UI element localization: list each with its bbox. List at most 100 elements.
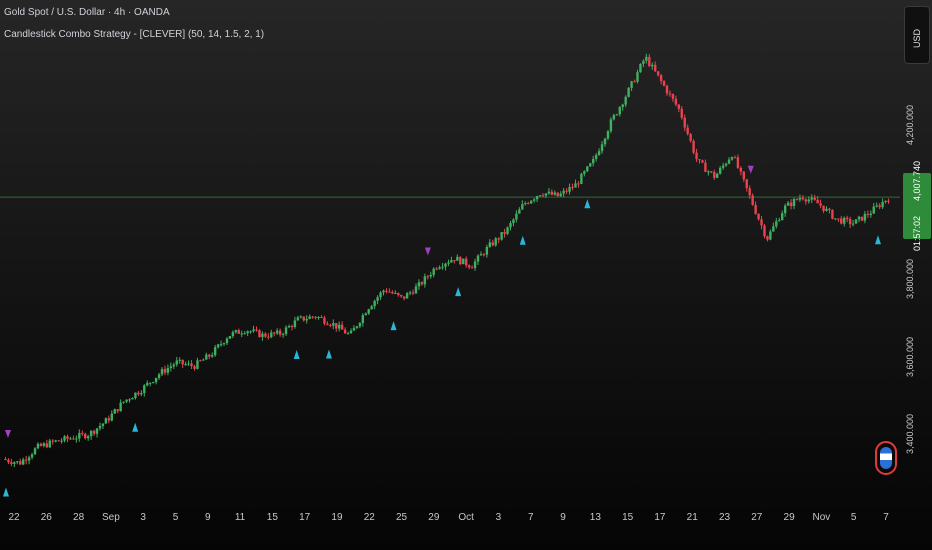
- candle-body: [4, 459, 7, 461]
- time-tick-label: 22: [363, 512, 375, 523]
- time-tick-label: 17: [654, 512, 666, 523]
- price-tick-label: 4,200.000: [905, 104, 915, 145]
- candle-body: [57, 440, 60, 442]
- candle-body: [379, 292, 382, 298]
- candle-body: [30, 454, 34, 458]
- buy-signal-marker: [3, 487, 9, 497]
- candle-body: [140, 393, 143, 395]
- candle-body: [860, 216, 864, 221]
- candle-body: [60, 440, 63, 442]
- candle-body: [429, 274, 432, 277]
- tradingview-flag-logo[interactable]: [875, 441, 897, 475]
- candle-body: [278, 330, 282, 335]
- candle-body: [488, 242, 492, 247]
- candle-body: [786, 202, 790, 206]
- candle-body: [258, 330, 261, 338]
- candle-body: [190, 363, 193, 367]
- candle-body: [417, 282, 421, 287]
- candle-body: [33, 448, 37, 455]
- candle-body: [612, 115, 616, 120]
- buy-signal-marker: [132, 422, 139, 432]
- candle-body: [792, 199, 796, 207]
- candle-body: [63, 436, 66, 441]
- time-tick-label: 7: [527, 512, 534, 523]
- candle-body: [686, 127, 689, 134]
- time-tick-label: 11: [234, 512, 246, 523]
- candle-body: [845, 217, 849, 219]
- candle-body: [707, 171, 710, 173]
- candle-body: [624, 96, 627, 105]
- candle-body: [293, 320, 297, 328]
- candle-body: [340, 324, 344, 330]
- buy-signal-marker: [390, 321, 397, 331]
- price-chart[interactable]: [0, 0, 900, 510]
- candle-body: [290, 326, 294, 328]
- time-tick-label: 5: [850, 512, 857, 523]
- candle-body: [205, 354, 208, 360]
- candle-body: [482, 254, 486, 256]
- candle-body: [391, 291, 394, 294]
- currency-selector[interactable]: USD: [904, 6, 930, 64]
- candle-body: [506, 227, 509, 234]
- time-tick-label: Sep: [101, 512, 120, 523]
- candle-body: [645, 56, 648, 61]
- candle-body: [577, 183, 580, 185]
- candle-body: [81, 432, 84, 434]
- candle-body: [872, 206, 875, 214]
- candle-body: [382, 290, 385, 293]
- candle-body: [84, 433, 87, 439]
- candle-body: [512, 219, 515, 224]
- candle-body: [122, 401, 125, 403]
- candle-body: [222, 343, 226, 345]
- symbol-title[interactable]: Gold Spot / U.S. Dollar · 4h · OANDA: [4, 7, 170, 18]
- chart-legend: Gold Spot / U.S. Dollar · 4h · OANDA Can…: [4, 6, 264, 50]
- candle-body: [500, 232, 503, 240]
- candle-body: [154, 377, 158, 383]
- time-tick-label: 17: [299, 512, 311, 523]
- candle-body: [467, 265, 471, 268]
- candle-body: [869, 213, 873, 215]
- candle-body: [783, 205, 787, 214]
- candle-body: [78, 432, 81, 439]
- candle-body: [343, 329, 347, 334]
- time-tick-label: Oct: [458, 512, 474, 523]
- price-tick-label: 3,400.000: [905, 414, 915, 455]
- time-tick-label: 13: [589, 512, 601, 523]
- buy-signal-marker: [293, 349, 300, 359]
- candle-body: [556, 192, 559, 197]
- candle-body: [772, 226, 775, 232]
- candle-body: [594, 155, 598, 160]
- candle-body: [866, 213, 870, 215]
- candle-body: [243, 333, 246, 335]
- candle-body: [48, 440, 51, 448]
- candle-body: [615, 114, 619, 116]
- candle-body: [704, 162, 707, 172]
- time-tick-label: 27: [751, 512, 763, 523]
- candle-body: [405, 293, 409, 299]
- candle-body: [698, 159, 701, 161]
- candle-body: [559, 193, 562, 197]
- candle-body: [748, 188, 751, 196]
- candle-body: [125, 399, 128, 402]
- candle-body: [671, 94, 675, 99]
- candle-body: [335, 323, 338, 329]
- strategy-label[interactable]: Candlestick Combo Strategy - [CLEVER] (5…: [4, 29, 265, 40]
- candle-body: [656, 71, 660, 76]
- candle-body: [778, 220, 781, 222]
- candle-body: [273, 332, 276, 334]
- candle-body: [441, 266, 444, 268]
- candle-body: [775, 221, 778, 227]
- candle-body: [317, 317, 320, 319]
- candle-body: [654, 64, 657, 72]
- candle-body: [553, 192, 556, 195]
- candle-body: [211, 355, 214, 357]
- candle-body: [721, 165, 725, 168]
- candle-body: [143, 385, 146, 394]
- candle-body: [494, 238, 497, 246]
- candle-body: [591, 159, 595, 164]
- candle-body: [630, 81, 633, 88]
- candle-body: [878, 205, 881, 208]
- candle-body: [408, 292, 412, 294]
- candle-body: [39, 443, 43, 446]
- candle-body: [326, 323, 329, 325]
